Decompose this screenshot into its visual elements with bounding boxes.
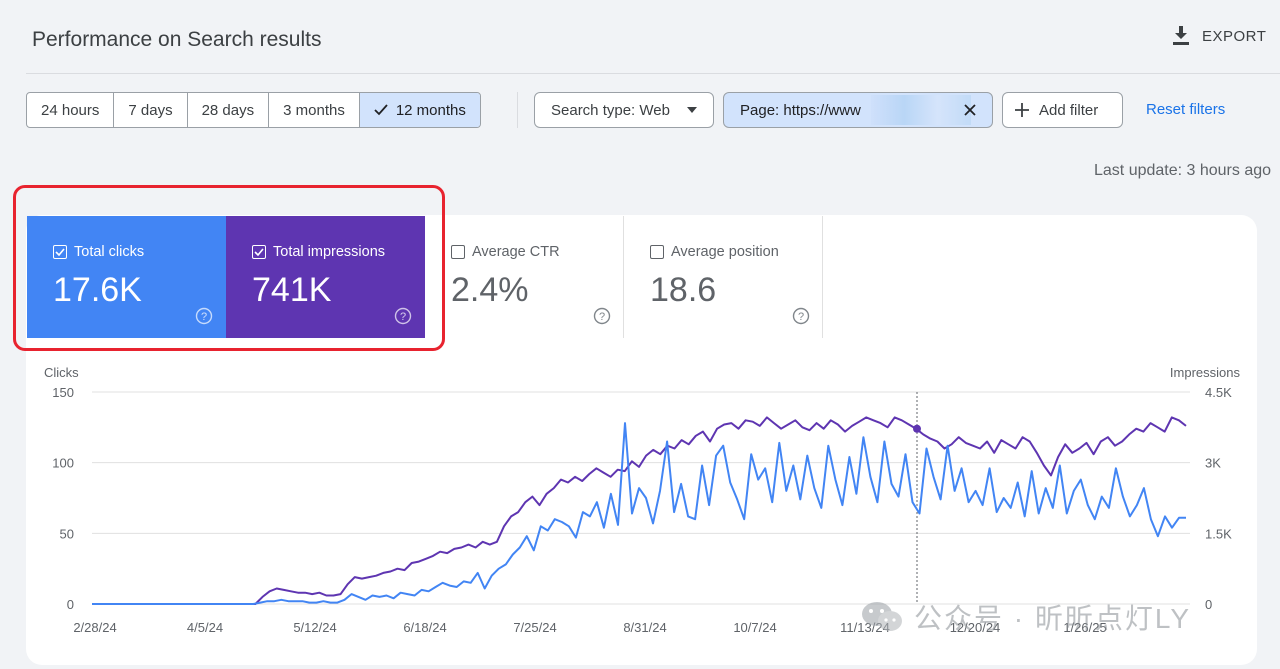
svg-text:?: ? — [599, 311, 605, 323]
right-tick-label: 4.5K — [1205, 385, 1232, 400]
page-title: Performance on Search results — [32, 28, 322, 51]
series-line-clicks — [92, 422, 1186, 605]
date-option-3-months[interactable]: 3 months — [269, 93, 360, 127]
x-tick-label: 4/5/24 — [187, 620, 223, 635]
metric-card-impressions[interactable]: Total impressions 741K ? — [226, 216, 425, 338]
left-tick-label: 150 — [52, 385, 74, 400]
help-icon[interactable]: ? — [394, 307, 412, 325]
search-type-dropdown[interactable]: Search type: Web — [534, 92, 714, 128]
performance-chart: Clicks Impressions 150 4.5K 100 3K 50 1.5K 0 0 2/2… — [44, 365, 1241, 635]
metric-label-row: Average position — [650, 244, 779, 260]
date-option-24-hours[interactable]: 24 hours — [27, 93, 115, 127]
page-filter-chip[interactable]: Page: https://www — [723, 92, 993, 128]
metric-label: Total clicks — [74, 244, 145, 260]
metric-label: Average CTR — [472, 244, 560, 260]
svg-text:?: ? — [400, 311, 406, 323]
download-icon — [1173, 26, 1189, 45]
x-tick-label: 7/25/24 — [513, 620, 556, 635]
redacted-url — [871, 95, 971, 125]
page-header: Performance on Search results EXPORT — [0, 0, 1280, 76]
svg-text:?: ? — [201, 311, 207, 323]
wechat-icon — [862, 602, 902, 631]
metric-card-ctr[interactable]: Average CTR 2.4% ? — [425, 216, 624, 338]
export-button[interactable]: EXPORT — [1172, 26, 1266, 46]
x-tick-label: 1/26/25 — [1063, 620, 1106, 635]
x-tick-label: 8/31/24 — [623, 620, 666, 635]
metric-label-row: Average CTR — [451, 244, 560, 260]
x-tick-label: 5/12/24 — [293, 620, 336, 635]
search-type-label: Search type: Web — [551, 101, 670, 119]
checkbox-checked-icon[interactable] — [252, 245, 266, 259]
plus-icon — [1015, 103, 1029, 117]
svg-text:?: ? — [798, 311, 804, 323]
check-icon — [374, 104, 388, 116]
reset-filters-link[interactable]: Reset filters — [1146, 101, 1226, 118]
x-tick-label: 10/7/24 — [733, 620, 776, 635]
dropdown-arrow-icon — [687, 107, 697, 113]
date-range-selector: 24 hours 7 days 28 days 3 months 12 mont… — [26, 92, 481, 128]
right-tick-label: 3K — [1205, 456, 1221, 471]
right-axis-title: Impressions — [1170, 365, 1241, 380]
left-tick-label: 50 — [60, 526, 74, 541]
metric-label-row: Total impressions — [252, 244, 385, 260]
metric-label: Average position — [671, 244, 779, 260]
date-option-28-days[interactable]: 28 days — [188, 93, 270, 127]
right-tick-label: 1.5K — [1205, 526, 1232, 541]
date-option-label: 12 months — [395, 101, 466, 119]
filter-divider — [517, 92, 518, 128]
hover-point — [913, 424, 921, 433]
left-axis-title: Clicks — [44, 365, 79, 380]
add-filter-label: Add filter — [1039, 101, 1099, 119]
close-icon[interactable] — [964, 104, 976, 116]
watermark-text: 公众号 · 昕昕点灯LY — [914, 603, 1192, 634]
x-tick-label: 6/18/24 — [403, 620, 446, 635]
date-option-12-months[interactable]: 12 months — [359, 93, 480, 127]
last-update-text: Last update: 3 hours ago — [1094, 162, 1272, 179]
checkbox-unchecked-icon[interactable] — [451, 245, 465, 259]
page-filter-label: Page: https://www — [740, 101, 861, 119]
date-option-7-days[interactable]: 7 days — [114, 93, 188, 127]
metric-value: 741K — [252, 271, 332, 309]
help-icon[interactable]: ? — [792, 307, 810, 325]
metric-value: 17.6K — [53, 271, 142, 309]
left-tick-label: 0 — [67, 597, 74, 612]
metric-label-row: Total clicks — [53, 244, 144, 260]
left-tick-label: 100 — [52, 456, 74, 471]
metric-label: Total impressions — [273, 244, 386, 260]
right-tick-label: 0 — [1205, 597, 1212, 612]
metric-value: 2.4% — [451, 271, 529, 309]
x-tick-label: 2/28/24 — [73, 620, 116, 635]
export-label: EXPORT — [1202, 27, 1267, 45]
checkbox-unchecked-icon[interactable] — [650, 245, 664, 259]
series-line-impressions — [92, 416, 1187, 605]
help-icon[interactable]: ? — [195, 307, 213, 325]
help-icon[interactable]: ? — [593, 307, 611, 325]
x-tick-label: 12/20/24 — [950, 620, 1001, 635]
metric-value: 18.6 — [650, 271, 717, 309]
checkbox-checked-icon[interactable] — [53, 245, 67, 259]
metric-card-position[interactable]: Average position 18.6 ? — [624, 216, 823, 338]
add-filter-button[interactable]: Add filter — [1002, 92, 1123, 128]
watermark: 公众号 · 昕昕点灯LY — [860, 597, 1191, 637]
header-divider — [26, 73, 1280, 74]
metric-card-clicks[interactable]: Total clicks 17.6K ? — [27, 216, 226, 338]
